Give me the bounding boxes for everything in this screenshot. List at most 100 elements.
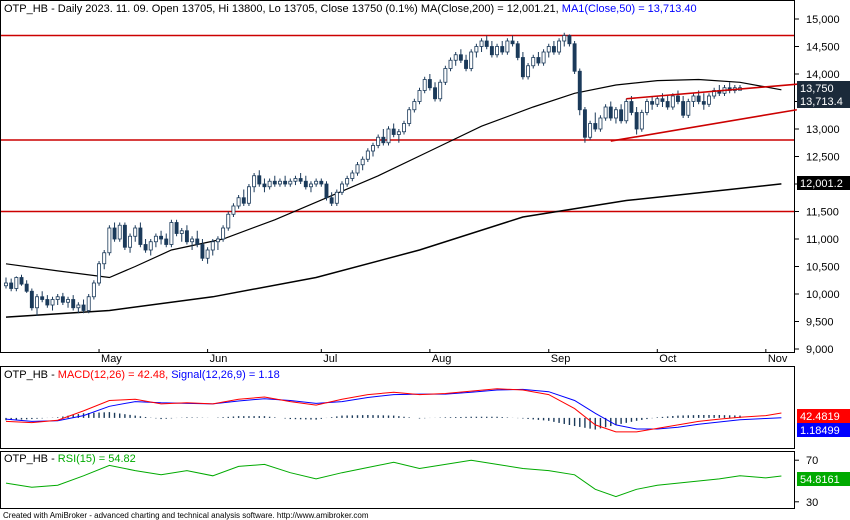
macd-header-macd: MACD(12,26) = 42.48,	[58, 369, 171, 381]
candle	[386, 126, 391, 146]
rsi-header-prefix: OTP_HB -	[4, 453, 58, 465]
month-label: Oct	[659, 353, 676, 365]
candle	[24, 280, 29, 293]
candle	[60, 292, 65, 305]
candle	[707, 93, 711, 107]
candle	[179, 228, 184, 242]
candle	[567, 34, 572, 47]
candle	[701, 93, 706, 110]
candle	[195, 230, 200, 248]
candle	[81, 299, 86, 314]
candle	[283, 175, 288, 187]
candle	[448, 57, 453, 72]
ma200-tag-bg	[797, 176, 850, 190]
price-header-text: OTP_HB - Daily 2023. 11. 09. Open 13705,…	[4, 3, 562, 15]
candle	[484, 35, 489, 50]
candle	[35, 294, 39, 316]
candle	[582, 107, 587, 143]
macd-lines	[5, 388, 782, 433]
candle	[314, 178, 319, 187]
candle	[66, 296, 70, 308]
candle	[164, 233, 169, 248]
price-tags: 13,750 13,713.4 12,001.2	[797, 81, 850, 190]
candle	[515, 41, 520, 61]
price-tick-label: 10,000	[806, 289, 840, 301]
candle	[531, 54, 536, 69]
candlesticks	[4, 32, 742, 316]
month-label: Sep	[551, 353, 571, 365]
candle	[489, 41, 494, 58]
candle	[128, 233, 133, 253]
candle	[4, 277, 8, 289]
candle	[76, 302, 81, 314]
candle	[117, 222, 122, 242]
candle	[303, 175, 308, 190]
candle	[613, 107, 618, 124]
candle	[376, 134, 381, 149]
candle	[45, 295, 50, 308]
price-tick-label: 11,500	[806, 207, 839, 219]
ma50-tag: 13,713.4	[800, 96, 843, 108]
macd-header-prefix: OTP_HB -	[4, 369, 58, 381]
candle	[619, 104, 624, 124]
candle	[639, 109, 644, 132]
price-tick-label: 14,000	[806, 69, 840, 81]
candle	[479, 38, 484, 52]
candle	[107, 225, 112, 256]
month-label: May	[101, 353, 122, 365]
candle	[624, 98, 629, 124]
candle	[453, 52, 458, 66]
month-axis: May Jun Jul Aug Sep Oct Nov	[98, 349, 788, 365]
rsi-tick-label: 70	[806, 455, 818, 467]
macd-panel-frame	[0, 366, 795, 449]
candle	[603, 104, 608, 121]
trend-channel-lower	[610, 108, 797, 142]
price-tick-label: 11,000	[806, 234, 839, 246]
candle	[329, 192, 334, 206]
price-tick-label: 12,500	[806, 152, 840, 164]
candle	[598, 115, 603, 132]
candle	[215, 236, 220, 250]
candle	[572, 41, 577, 74]
candle	[138, 222, 143, 248]
candle	[97, 261, 101, 286]
candle	[272, 175, 277, 187]
candle	[200, 239, 205, 261]
candle	[221, 225, 226, 242]
price-header-ma50: MA1(Close,50) = 13,713.40	[562, 3, 697, 15]
candle	[278, 178, 282, 187]
price-header: OTP_HB - Daily 2023. 11. 09. Open 13705,…	[4, 3, 697, 15]
candle	[153, 233, 158, 248]
candle	[29, 288, 34, 311]
candle	[691, 93, 696, 107]
candle	[71, 295, 76, 311]
candle	[634, 107, 639, 135]
candle	[236, 195, 241, 209]
trend-channel-upper	[626, 82, 808, 100]
candle	[396, 129, 401, 143]
candle	[371, 142, 375, 157]
macd-line	[5, 388, 782, 433]
price-tick-label: 9,000	[806, 344, 834, 356]
candle	[526, 63, 531, 80]
signal-tag: 1.18499	[800, 425, 840, 437]
candle	[577, 68, 582, 116]
candle	[231, 203, 236, 217]
candle	[355, 162, 360, 176]
candle	[190, 236, 195, 250]
candle	[40, 291, 45, 303]
candle	[262, 178, 267, 193]
candle	[645, 98, 649, 116]
candle	[681, 96, 686, 118]
candle	[427, 74, 432, 91]
candle	[252, 173, 257, 193]
candle	[122, 222, 127, 250]
price-tick-label: 9,500	[806, 317, 834, 329]
footer-credit: Created with AmiBroker - advanced charti…	[3, 511, 369, 520]
candle	[670, 93, 675, 110]
macd-header: OTP_HB - MACD(12,26) = 42.48, Signal(12,…	[4, 369, 280, 381]
candle	[298, 173, 303, 184]
candle	[391, 123, 396, 138]
candle	[309, 181, 313, 193]
candle	[267, 178, 272, 190]
